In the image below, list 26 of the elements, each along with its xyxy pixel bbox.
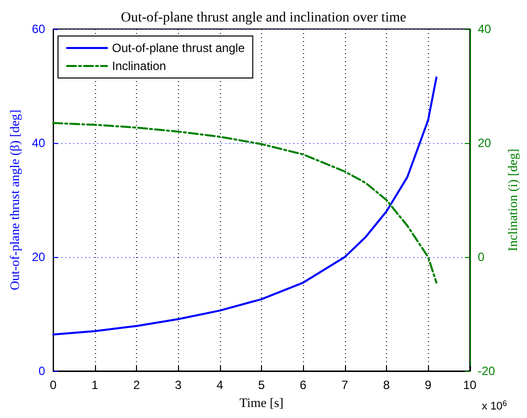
x-tick-label: 8 xyxy=(383,378,390,392)
x-tick-label: 4 xyxy=(216,378,224,392)
legend-label: Inclination xyxy=(112,59,166,73)
y-tick-label: 60 xyxy=(32,22,46,36)
y-axis-title: Out-of-plane thrust angle (β) [deg] xyxy=(7,110,22,290)
y2-tick-label: 40 xyxy=(478,22,492,36)
y2-tick-label: 0 xyxy=(478,250,485,264)
chart-title: Out-of-plane thrust angle and inclination over time xyxy=(120,10,406,26)
x-tick-label: 2 xyxy=(133,378,140,392)
y2-tick-label: -20 xyxy=(478,364,496,378)
x-tick-label: 5 xyxy=(258,378,266,392)
x-tick-label: 10 xyxy=(463,378,477,392)
x-tick-label: 6 xyxy=(300,378,307,392)
y2-axis-title: Inclination (i) [deg] xyxy=(505,148,520,252)
y-tick-label: 0 xyxy=(38,364,46,378)
x-tick-label: 1 xyxy=(92,378,99,392)
y-tick-label: 40 xyxy=(32,136,46,150)
y2-tick-label: 20 xyxy=(478,136,492,150)
x-tick-label: 7 xyxy=(341,378,348,392)
x-tick-label: 3 xyxy=(174,378,182,392)
line-series xyxy=(52,122,438,284)
x-axis-title: Time [s] xyxy=(240,394,284,410)
y-tick-label: 20 xyxy=(32,250,46,264)
legend-label: Out-of-plane thrust angle xyxy=(112,41,246,55)
x-tick-label: 9 xyxy=(424,378,432,392)
x-tick-label: 0 xyxy=(50,378,57,392)
